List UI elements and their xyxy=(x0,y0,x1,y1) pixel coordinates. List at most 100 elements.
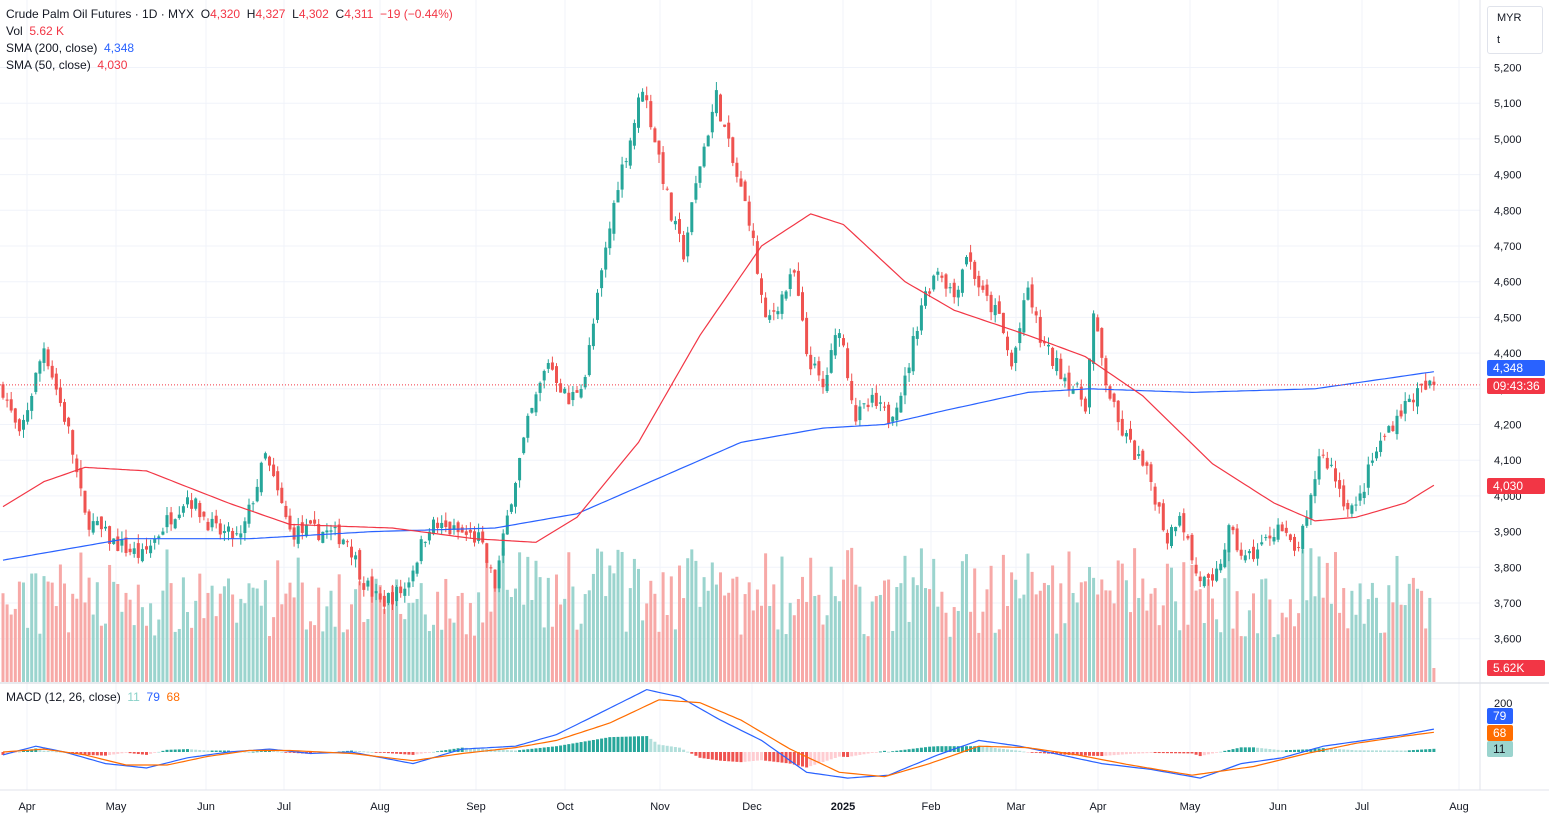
volume-bar xyxy=(112,581,116,682)
macd-hist-bar xyxy=(497,749,501,752)
candle-body xyxy=(1264,537,1268,539)
macd-hist-bar xyxy=(345,750,349,752)
volume-bar xyxy=(91,614,95,682)
macd-hist-bar xyxy=(181,749,185,752)
sma200-row[interactable]: SMA (200, close) 4,348 xyxy=(6,40,453,57)
volume-bar xyxy=(485,560,489,682)
sma50-row[interactable]: SMA (50, close) 4,030 xyxy=(6,57,453,74)
candle-body xyxy=(1223,549,1227,568)
volume-bar xyxy=(395,579,399,682)
macd-hist-bar xyxy=(878,751,882,753)
volume-bar xyxy=(17,581,21,682)
macd-hist-bar xyxy=(1075,752,1079,756)
volume-bar xyxy=(222,586,226,682)
volume-bar xyxy=(63,583,66,682)
candle-body xyxy=(268,456,271,466)
macd-hist-bar xyxy=(288,752,292,753)
macd-hist-bar xyxy=(157,751,161,753)
hist-tag: 11 xyxy=(1487,741,1513,757)
macd-hist-bar xyxy=(764,752,768,761)
volume-bar xyxy=(1010,572,1014,682)
macd-hist-bar xyxy=(1092,752,1096,756)
volume-bar xyxy=(1067,551,1071,682)
candle-body xyxy=(403,588,407,596)
volume-bar xyxy=(989,565,993,682)
candle-body xyxy=(1252,546,1255,560)
macd-legend[interactable]: MACD (12, 26, close) 11 79 68 xyxy=(6,690,180,704)
macd-hist-bar xyxy=(1137,752,1141,754)
candle-body xyxy=(1297,547,1301,549)
candle-body xyxy=(313,519,317,524)
volume-bar xyxy=(1424,628,1428,682)
volume-bar xyxy=(1387,585,1391,682)
macd-hist-bar xyxy=(292,752,296,753)
volume-bar xyxy=(1153,588,1157,682)
volume-bar xyxy=(1034,594,1038,682)
candle-body xyxy=(1096,317,1100,332)
volume-bar xyxy=(120,611,124,682)
candle-body xyxy=(1325,457,1329,469)
macd-hist-bar xyxy=(30,749,34,752)
volume-bar xyxy=(354,589,358,682)
volume-bar xyxy=(842,579,845,682)
price-axis[interactable]: 5,200 5,100 5,000 4,900 4,800 4,700 4,600 4,500… xyxy=(1494,63,1522,646)
candle-body xyxy=(702,146,706,167)
volume-bar xyxy=(247,583,251,682)
volume-bar xyxy=(444,578,448,682)
volume-bar xyxy=(1047,585,1050,682)
volume-bar xyxy=(149,603,153,682)
macd-hist-bar xyxy=(772,752,776,762)
candle-body xyxy=(714,90,718,114)
volume-bar xyxy=(1202,623,1206,682)
volume-bar xyxy=(321,631,325,682)
candle-body xyxy=(1051,347,1055,366)
candle-body xyxy=(903,375,907,396)
volume-bar xyxy=(1432,668,1436,682)
volume-bar xyxy=(1149,593,1153,682)
sma50-label: SMA (50, close) xyxy=(6,58,91,72)
candle-body xyxy=(493,569,497,589)
volume-bar xyxy=(821,624,825,682)
price-tick-label: 4,400 xyxy=(1494,348,1522,360)
time-axis[interactable]: Apr May Jun Jul Aug Sep Oct Nov Dec 2025 Feb Mar Apr… xyxy=(18,801,1468,813)
candle-body xyxy=(727,122,731,139)
macd-hist-bar xyxy=(567,744,571,752)
macd-hist-bar xyxy=(1284,750,1288,752)
macd-hist-bar xyxy=(682,749,686,752)
macd-hist-bar xyxy=(452,748,456,752)
candle-body xyxy=(948,287,952,289)
volume-bar xyxy=(1206,579,1210,682)
volume-bar xyxy=(218,593,222,682)
volume-bar xyxy=(727,592,731,682)
candle-body xyxy=(612,202,616,234)
macd-hist-bar xyxy=(768,752,772,762)
volume-bar xyxy=(1182,562,1186,682)
volume-bar xyxy=(272,617,276,682)
candle-body xyxy=(673,220,677,225)
macd-hist-bar xyxy=(628,736,632,752)
countdown-tag: 09:43:36 xyxy=(1487,378,1545,394)
candle-body xyxy=(309,520,312,524)
volume-bar xyxy=(550,626,554,682)
macd-hist-bar xyxy=(731,752,735,762)
volume-bar xyxy=(1252,593,1255,682)
symbol-title[interactable]: Crude Palm Oil Futures · 1D · MYX xyxy=(6,7,195,21)
volume-bar xyxy=(739,634,743,682)
volume-bar xyxy=(850,547,854,682)
volume-bar xyxy=(854,584,858,682)
volume-bar xyxy=(329,590,333,682)
candle-body xyxy=(534,394,538,413)
volume-bar xyxy=(813,596,817,682)
currency-unit-selector[interactable]: MYR t xyxy=(1487,6,1543,54)
volume-row[interactable]: Vol 5.62 K xyxy=(6,23,453,40)
currency-label: MYR xyxy=(1497,12,1522,24)
macd-hist-bar xyxy=(940,746,944,752)
price-tick-label: 3,700 xyxy=(1494,598,1522,610)
candle-body xyxy=(34,372,38,392)
candle-body xyxy=(874,392,878,407)
candle-body xyxy=(255,486,259,502)
candle-body xyxy=(1432,381,1436,385)
macd-hist-bar xyxy=(58,751,62,753)
volume-bar xyxy=(206,592,210,682)
